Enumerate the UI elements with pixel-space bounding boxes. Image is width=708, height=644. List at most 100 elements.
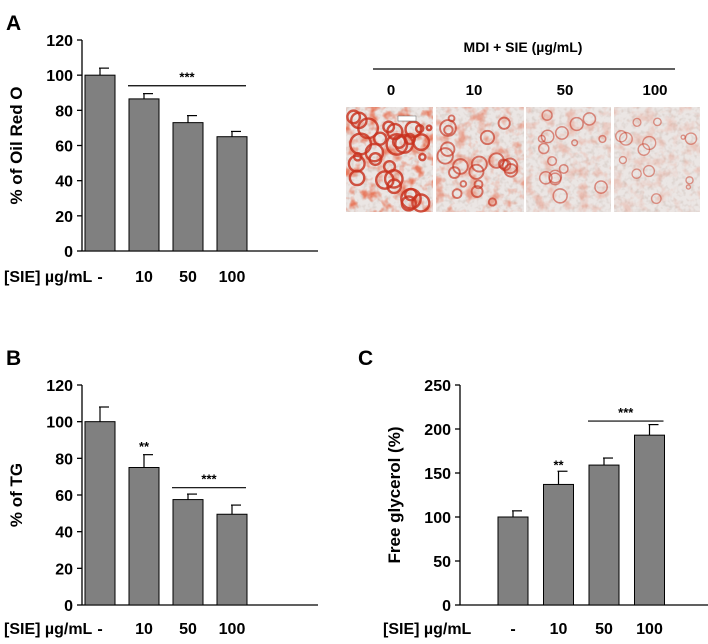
micrograph-image-0: [346, 107, 433, 213]
y-tick-label: 200: [424, 422, 451, 439]
micrograph-label-10: 10: [466, 82, 483, 99]
lipid-droplet: [364, 142, 385, 163]
lipid-droplet: [451, 188, 463, 200]
y-tick-label: 0: [64, 598, 73, 615]
lipid-droplet: [404, 187, 418, 202]
micrograph-title: MDI + SIE (µg/mL): [464, 39, 583, 55]
x-tick-label: -: [510, 621, 515, 638]
y-tick-label: 0: [442, 598, 451, 615]
lipid-droplet: [391, 134, 407, 150]
micrograph-label-0: 0: [387, 82, 395, 99]
lipid-droplet: [443, 124, 454, 136]
lipid-droplet: [448, 166, 461, 179]
bar: [216, 136, 248, 252]
panel-letter-b: B: [6, 347, 21, 370]
lipid-droplet: [382, 120, 396, 134]
lipid-droplet: [479, 129, 496, 146]
lipid-droplet: [594, 180, 608, 194]
chart-panel-a: 0 20 40 60 80 100 120 % of Oil Red O [SIE] µg/mL…: [4, 33, 318, 286]
lipid-droplet: [473, 179, 484, 190]
y-tick-label: 100: [46, 68, 73, 85]
micrograph-stain-texture: [526, 107, 611, 212]
bar: [172, 122, 204, 252]
lipid-droplet: [385, 133, 409, 156]
lipid-droplet: [352, 151, 363, 162]
lipid-droplet: [548, 172, 562, 186]
lipid-droplet: [552, 188, 568, 204]
lipid-droplet: [650, 193, 662, 205]
x-axis-label: [SIE] µg/mL: [4, 269, 93, 286]
bar: [216, 513, 248, 606]
micrograph-image-100: [614, 107, 700, 212]
micrograph-stain-texture: [614, 107, 700, 212]
bar: [634, 434, 665, 606]
x-tick-label: 10: [550, 621, 568, 638]
x-tick-label: 100: [219, 621, 246, 638]
lipid-droplet: [503, 163, 519, 178]
chart-panel-b: 0 20 40 60 80 100 120 % of TG [SIE] µg/mL - 10 50 10…: [4, 378, 318, 638]
lipid-droplet: [418, 152, 427, 162]
x-tick-label: 10: [135, 621, 153, 638]
lipid-droplet: [554, 125, 569, 140]
bar: [543, 483, 574, 606]
significance-label: ***: [179, 70, 195, 85]
x-tick-label: 100: [636, 621, 663, 638]
micrograph-panel: MDI + SIE (µg/mL) 0 10 50 100: [346, 39, 700, 213]
x-axis-label: [SIE] µg/mL: [4, 621, 93, 638]
lipid-droplet: [386, 122, 404, 141]
y-tick-label: 120: [46, 33, 73, 50]
scale-bar: [397, 115, 417, 122]
x-tick-label: -: [97, 621, 102, 638]
chart-panel-c: 0 50 100 150 200 250 Free glycerol (%) [SIE] µg…: [383, 378, 708, 638]
y-tick-label: 40: [55, 525, 73, 542]
y-tick-label: 20: [55, 561, 73, 578]
lipid-droplet: [447, 114, 456, 123]
lipid-droplet: [386, 178, 403, 195]
y-axis-label: Free glycerol (%): [385, 427, 404, 564]
lipid-droplet: [637, 143, 651, 157]
lipid-droplet: [470, 185, 484, 198]
significance-label: ***: [618, 405, 634, 420]
lipid-droplet: [569, 116, 584, 132]
micrograph-image-10: [436, 107, 524, 212]
y-tick-label: 250: [424, 378, 451, 395]
lipid-droplet: [346, 109, 362, 125]
lipid-droplet: [452, 158, 469, 175]
lipid-droplet: [685, 176, 694, 185]
bar: [588, 464, 620, 606]
lipid-droplet: [414, 124, 425, 134]
lipid-droplet: [382, 159, 397, 174]
y-tick-label: 60: [55, 139, 73, 156]
lipid-droplet: [470, 155, 488, 173]
lipid-droplet: [558, 163, 569, 174]
y-tick-label: 150: [424, 466, 451, 483]
bar: [84, 74, 116, 252]
x-tick-label: -: [97, 269, 102, 286]
y-tick-label: 0: [64, 244, 73, 261]
lipid-droplet: [652, 117, 662, 127]
micrograph-label-50: 50: [557, 82, 574, 99]
bar: [172, 499, 204, 606]
lipid-droplet: [468, 163, 485, 180]
micrograph-label-100: 100: [642, 82, 667, 99]
lipid-droplet: [412, 133, 431, 152]
lipid-droplet: [598, 134, 607, 144]
lipid-droplet: [436, 147, 454, 165]
y-tick-label: 80: [55, 451, 73, 468]
y-tick-label: 120: [46, 378, 73, 395]
x-axis-label: [SIE] µg/mL: [383, 621, 472, 638]
significance-label: **: [553, 457, 564, 472]
y-axis-label: % of TG: [7, 463, 26, 527]
x-tick-label: 50: [179, 621, 197, 638]
lipid-droplet: [541, 109, 553, 121]
lipid-droplet: [632, 117, 642, 127]
significance-label: ***: [201, 472, 217, 487]
bar: [128, 467, 160, 606]
panel-letter-a: A: [6, 12, 21, 35]
y-tick-label: 40: [55, 174, 73, 191]
x-tick-label: 10: [135, 269, 153, 286]
lipid-droplet: [571, 139, 579, 147]
lipid-droplet: [685, 184, 692, 190]
lipid-droplet: [538, 142, 550, 155]
